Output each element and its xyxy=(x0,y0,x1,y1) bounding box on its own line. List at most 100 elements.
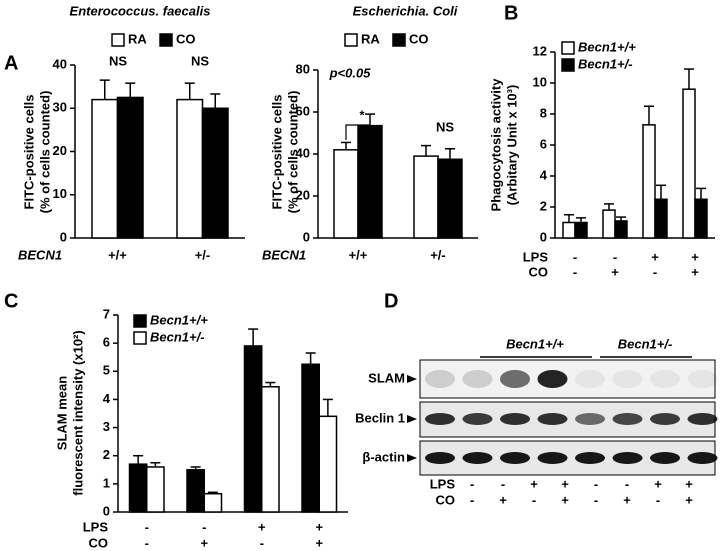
condition-value: - xyxy=(653,264,657,279)
blot-arrow xyxy=(407,415,417,423)
bar xyxy=(261,386,280,513)
bar xyxy=(562,221,576,239)
y-tick-label: 6 xyxy=(103,335,110,350)
condition-value: + xyxy=(258,519,266,534)
y-tick-label: 4 xyxy=(540,167,548,182)
legend-swatch xyxy=(159,33,173,47)
bar xyxy=(614,220,628,239)
blot-band xyxy=(687,452,718,464)
legend-label: Becn1+/+ xyxy=(150,312,208,327)
blot-band xyxy=(650,370,680,388)
blot-band xyxy=(612,452,643,464)
blot-group-label: Becn1+/- xyxy=(618,336,673,351)
condition-value: - xyxy=(532,492,536,507)
legend-label: CO xyxy=(409,31,429,46)
condition-value: + xyxy=(315,519,323,534)
bar xyxy=(333,149,359,239)
condition-label: CO xyxy=(529,264,549,279)
chart-title: Enterococcus. faecalis xyxy=(70,3,211,18)
bar xyxy=(318,415,338,513)
y-tick-label: 1 xyxy=(103,475,110,490)
y-axis-label: SLAM mean xyxy=(54,376,69,450)
bar xyxy=(201,107,229,239)
y-axis-label: Phagocytosis activity xyxy=(488,78,503,212)
y-tick-label: 20 xyxy=(53,143,67,158)
annotation: NS xyxy=(436,119,454,134)
blot-band xyxy=(687,413,718,425)
bar xyxy=(413,155,439,239)
blot-row-label: SLAM xyxy=(368,370,405,385)
bar xyxy=(91,98,119,239)
condition-value: - xyxy=(594,492,598,507)
blot-band xyxy=(500,413,530,425)
blot-band xyxy=(537,413,568,425)
condition-value: + xyxy=(691,264,699,279)
y-tick-label: 2 xyxy=(540,198,547,213)
bar xyxy=(642,124,656,239)
y-tick-label: 3 xyxy=(103,419,110,434)
bar xyxy=(694,198,708,239)
condition-value: + xyxy=(654,476,662,491)
blot-group-label: Becn1+/+ xyxy=(506,336,564,351)
condition-label: CO xyxy=(89,535,109,550)
y-tick-label: 4 xyxy=(103,391,111,406)
condition-value: - xyxy=(260,535,264,550)
panel-label: B xyxy=(504,2,518,24)
x-tick-label: +/- xyxy=(430,247,446,262)
legend-swatch xyxy=(561,41,575,55)
condition-label: CO xyxy=(436,492,456,507)
blot-row-label: β-actin xyxy=(362,449,405,464)
y-tick-label: 0 xyxy=(60,229,67,244)
legend-label: RA xyxy=(128,31,147,46)
condition-value: + xyxy=(685,492,693,507)
y-tick-label: 60 xyxy=(296,103,310,118)
y-tick-label: 0 xyxy=(540,229,547,244)
condition-value: - xyxy=(145,535,149,550)
x-axis-label: BECN1 xyxy=(262,247,306,262)
legend-swatch xyxy=(392,33,406,47)
condition-label: LPS xyxy=(523,249,549,264)
bar xyxy=(682,88,696,239)
condition-value: + xyxy=(685,476,693,491)
blot-band xyxy=(537,452,568,464)
condition-value: + xyxy=(530,476,538,491)
bar xyxy=(128,463,148,513)
condition-value: - xyxy=(613,249,617,264)
blot-band xyxy=(425,452,455,464)
y-axis-label: fluorescent intensity (x10²) xyxy=(70,330,85,495)
blot-band xyxy=(612,370,643,388)
condition-value: + xyxy=(691,249,699,264)
condition-value: - xyxy=(202,519,206,534)
y-tick-label: 8 xyxy=(540,105,547,120)
y-tick-label: 10 xyxy=(53,186,67,201)
blot-arrow xyxy=(407,375,417,383)
condition-value: - xyxy=(145,519,149,534)
blot xyxy=(407,356,718,476)
y-axis-label: (Arbitary Unit x 10³) xyxy=(504,85,519,206)
blot-band xyxy=(575,413,605,425)
y-axis-label: FITC-positive cells xyxy=(21,95,36,210)
annotation: p<0.05 xyxy=(329,65,372,80)
y-tick-label: 0 xyxy=(303,229,310,244)
blot-band xyxy=(575,452,605,464)
y-tick-label: 80 xyxy=(296,61,310,76)
blot-arrow xyxy=(407,454,417,462)
blot-band xyxy=(687,370,718,388)
condition-label: LPS xyxy=(83,519,109,534)
condition-value: + xyxy=(561,492,569,507)
legend-swatch xyxy=(133,314,147,328)
blot-band xyxy=(462,452,493,464)
blot-row-label: Beclin 1 xyxy=(355,410,405,425)
chart-title: Escherichia. Coli xyxy=(353,3,458,18)
condition-value: + xyxy=(623,492,631,507)
legend-label: CO xyxy=(176,31,196,46)
bar xyxy=(146,466,165,513)
y-tick-label: 30 xyxy=(53,100,67,115)
bar xyxy=(301,363,320,513)
legend-swatch xyxy=(111,33,125,47)
annotation: NS xyxy=(191,53,209,68)
y-tick-label: 2 xyxy=(103,447,110,462)
annotation: * xyxy=(359,107,365,122)
bar xyxy=(203,492,223,513)
blot-band xyxy=(575,370,605,388)
